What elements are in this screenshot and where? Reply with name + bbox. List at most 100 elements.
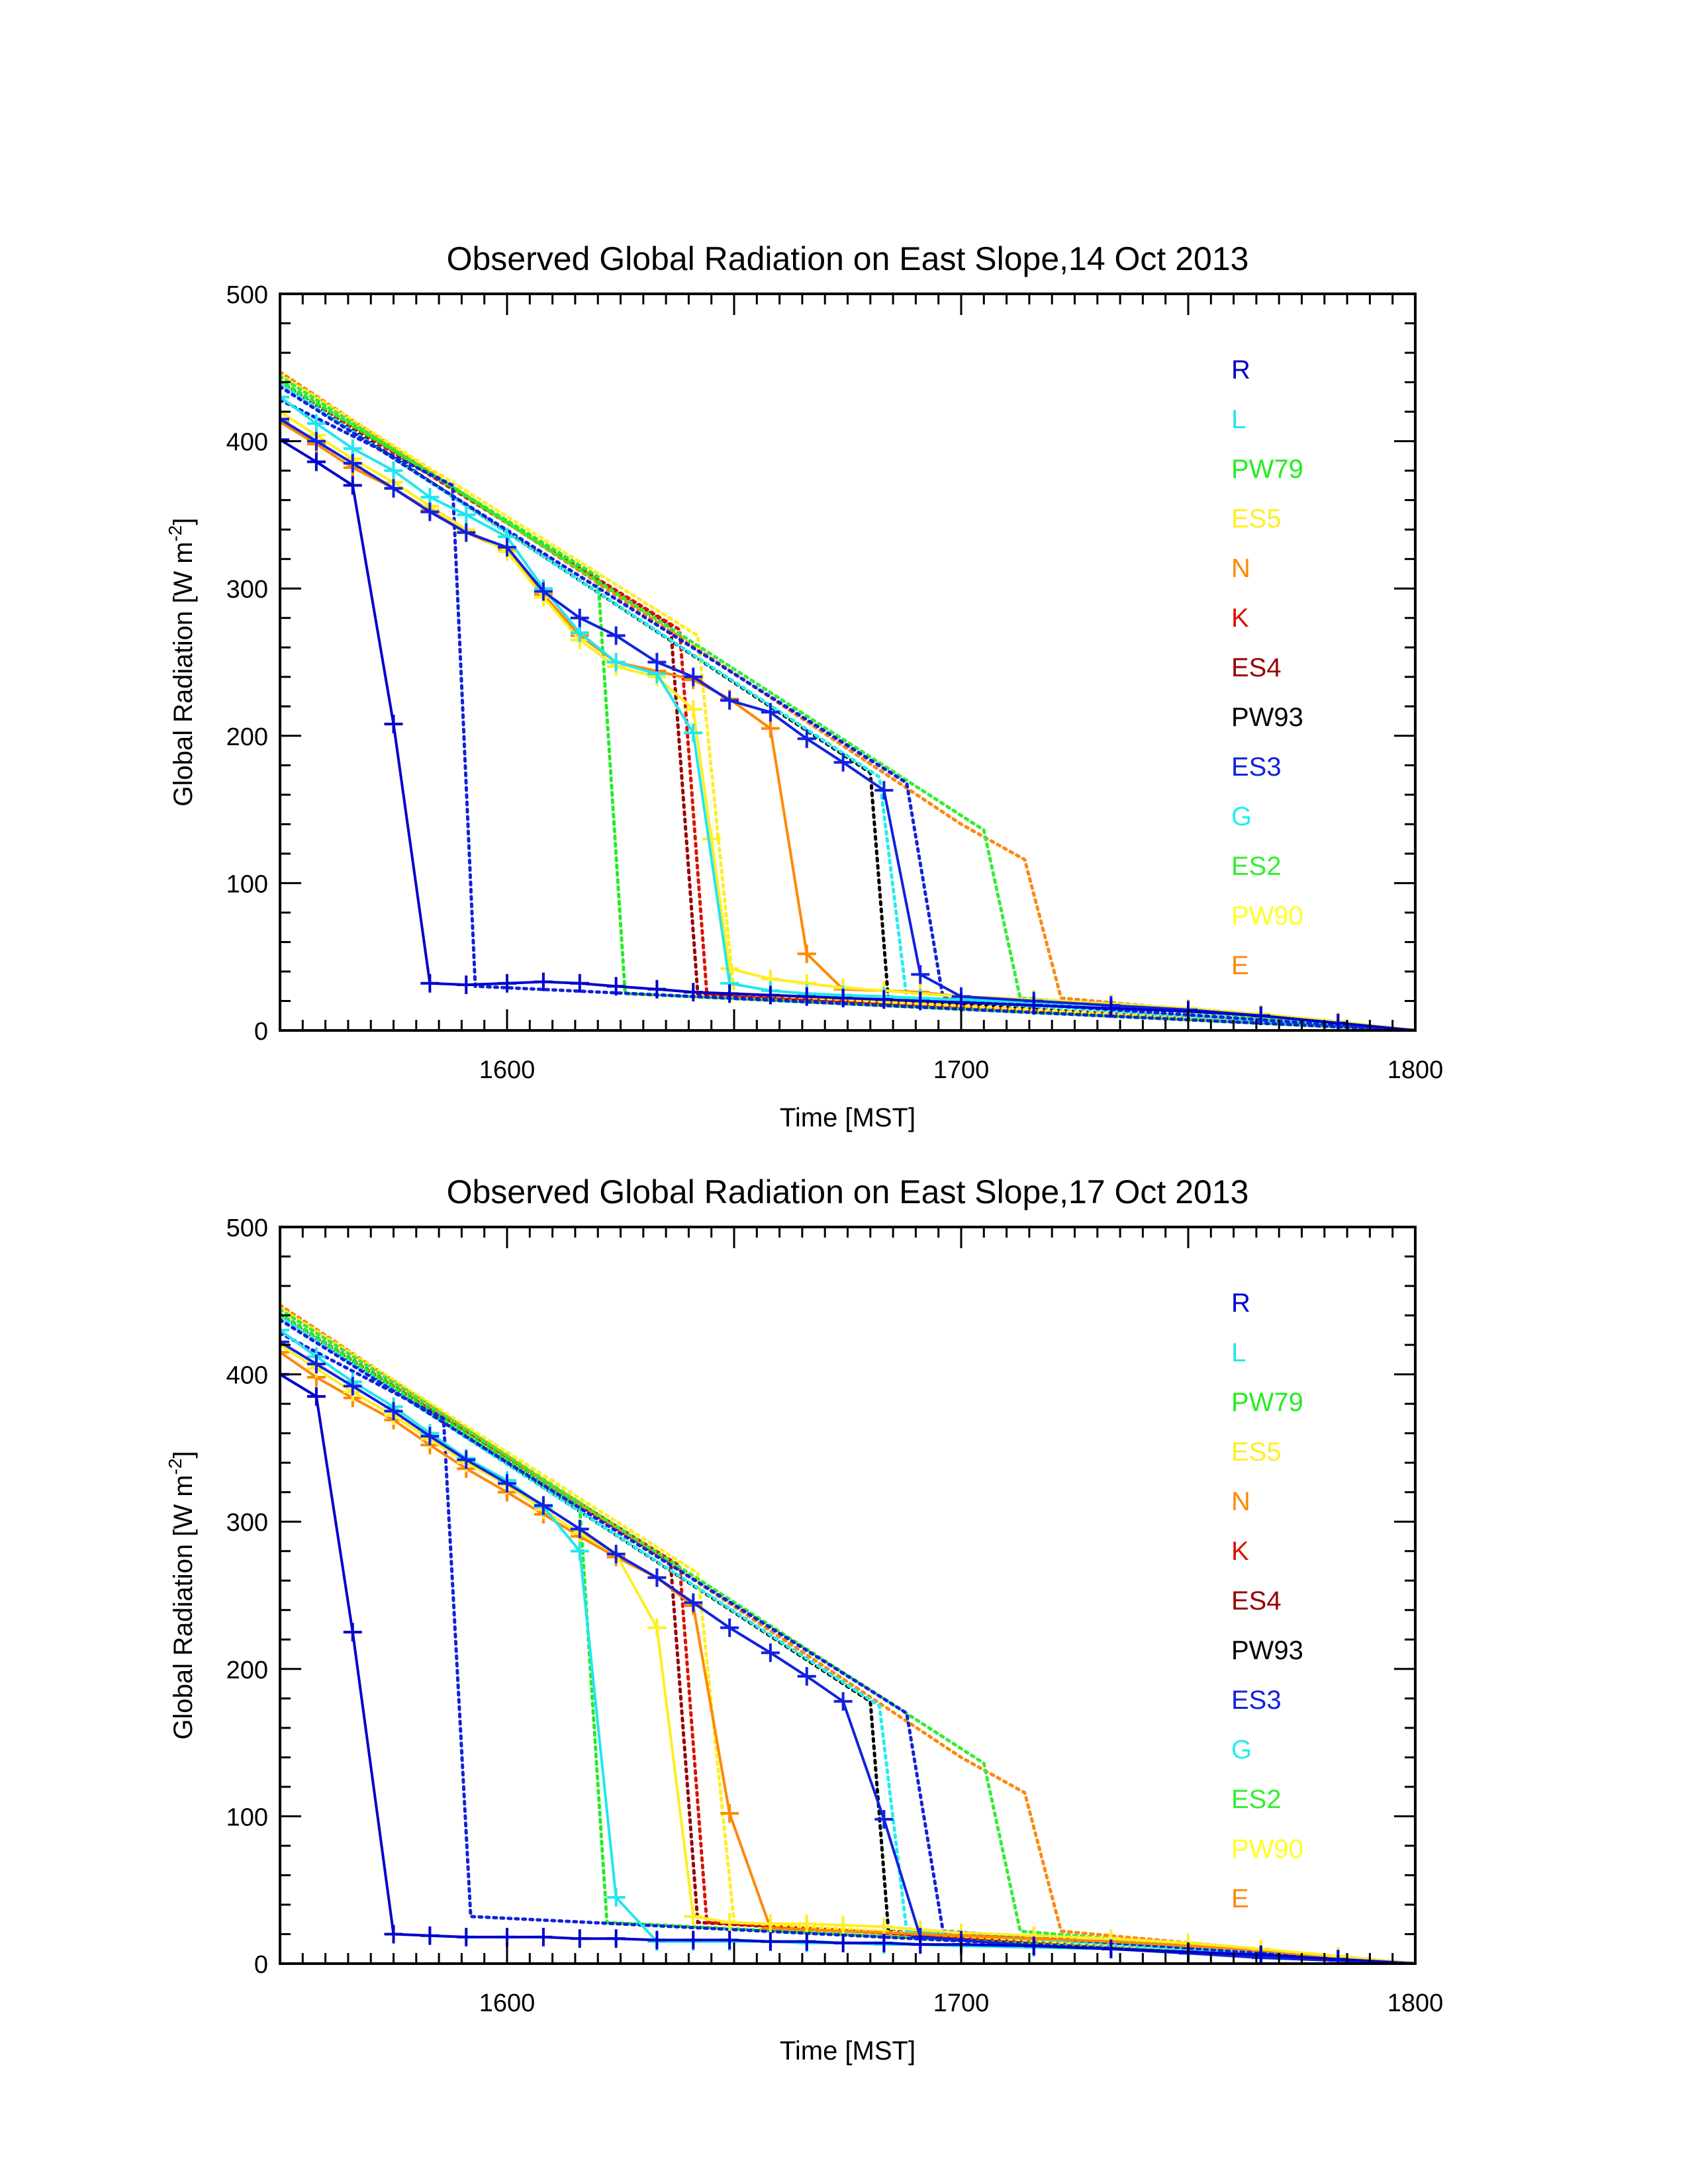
data-point-es3: [534, 1496, 553, 1515]
data-point-es3: [280, 1332, 289, 1351]
data-point-es5: [761, 1914, 780, 1933]
data-point-n: [761, 719, 780, 738]
data-point-es3: [534, 582, 553, 601]
data-point-r: [833, 1933, 853, 1952]
data-point-es3: [498, 537, 516, 557]
x-tick-label: 1700: [933, 1989, 990, 2017]
legend-entry-e: E: [1231, 951, 1249, 980]
data-point-r: [570, 974, 589, 993]
legend-entry-es2: ES2: [1231, 1785, 1282, 1814]
data-point-r: [420, 1926, 440, 1945]
legend-entry-n: N: [1231, 1487, 1250, 1516]
legend-entry-l: L: [1231, 1338, 1246, 1367]
data-point-r: [1024, 996, 1043, 1015]
data-point-es3: [343, 1377, 362, 1396]
y-axis-label-main: Global Radiation [W m: [169, 1475, 198, 1739]
y-tick-label: 0: [254, 1951, 268, 1979]
data-point-r: [420, 974, 440, 993]
data-point-es3: [457, 523, 476, 542]
legend-entry-g: G: [1231, 1735, 1252, 1764]
chart-17-oct: Observed Global Radiation on East Slope,…: [165, 1173, 1443, 2066]
data-point-r: [647, 979, 667, 999]
data-point-r: [306, 1387, 326, 1406]
series-line-es3-dotted: [280, 385, 1415, 1030]
data-point-l: [280, 1320, 289, 1340]
y-tick-label: 200: [226, 723, 268, 751]
data-point-es3: [606, 1545, 626, 1564]
data-point-es5: [647, 1618, 667, 1637]
data-point-l: [280, 387, 289, 406]
data-point-r: [570, 1929, 589, 1948]
data-point-r: [457, 975, 476, 994]
data-point-r: [1251, 1945, 1270, 1964]
data-point-es3: [761, 703, 780, 722]
data-point-es3: [420, 1427, 440, 1446]
data-point-es3: [384, 478, 403, 498]
data-point-r: [797, 987, 816, 1006]
data-point-r: [761, 1932, 780, 1951]
data-point-r: [952, 993, 970, 1012]
y-axis-label-end: ]: [169, 1451, 198, 1458]
legend-entry-es4: ES4: [1231, 1586, 1282, 1615]
legend-entry-es2: ES2: [1231, 852, 1282, 881]
data-point-es5: [797, 1914, 816, 1933]
legend-entry-g: G: [1231, 802, 1252, 831]
x-tick-label: 1800: [1387, 1989, 1444, 2017]
y-tick-label: 400: [226, 429, 268, 457]
data-point-n: [720, 1803, 739, 1823]
y-axis-label-sup: -2: [165, 525, 185, 542]
data-point-es3: [720, 1618, 739, 1637]
data-point-l: [606, 653, 626, 672]
data-point-es5: [720, 1913, 739, 1932]
data-point-r: [874, 990, 894, 1009]
x-axis-label: Time [MST]: [780, 2036, 915, 2066]
y-axis-label-end: ]: [169, 518, 198, 525]
data-point-r: [384, 714, 403, 733]
data-point-es3: [797, 1666, 816, 1686]
data-point-es3: [833, 752, 853, 772]
legend-entry-e: E: [1231, 1884, 1249, 1913]
data-point-es3: [498, 1474, 516, 1493]
data-point-n: [280, 1343, 289, 1362]
legend-entry-k: K: [1231, 1537, 1249, 1566]
legend-entry-k: K: [1231, 604, 1249, 633]
data-point-l: [570, 1541, 589, 1561]
data-point-es3: [457, 1450, 476, 1469]
data-point-es3: [606, 626, 626, 645]
data-point-l: [457, 505, 476, 524]
data-point-es3: [761, 1643, 780, 1662]
legend-entry-pw79: PW79: [1231, 1388, 1303, 1417]
x-tick-label: 1600: [479, 1056, 536, 1084]
data-point-es5: [684, 1907, 703, 1926]
series-line-es3-dotted: [280, 1318, 1415, 1964]
data-point-l: [306, 414, 326, 433]
data-point-es3: [420, 502, 440, 522]
data-point-es3: [874, 781, 894, 800]
legend-entry-pw90: PW90: [1231, 901, 1303, 931]
data-point-r: [684, 983, 703, 1002]
data-point-es3: [647, 1568, 667, 1587]
legend-entry-pw90: PW90: [1231, 1835, 1303, 1864]
y-tick-label: 0: [254, 1018, 268, 1046]
data-point-l: [384, 461, 403, 480]
y-tick-label: 300: [226, 1509, 268, 1537]
data-point-r: [1102, 999, 1121, 1018]
y-tick-label: 300: [226, 576, 268, 604]
data-point-es3: [280, 410, 289, 429]
legend-entry-pw93: PW93: [1231, 703, 1303, 732]
data-point-es5: [702, 829, 721, 848]
y-tick-label: 100: [226, 1803, 268, 1831]
series-line-es5-solid: [280, 410, 1415, 1030]
data-point-r: [343, 1623, 362, 1642]
y-axis-label-sup: -2: [165, 1459, 185, 1475]
data-point-r: [684, 1931, 703, 1950]
chart-title: Observed Global Radiation on East Slope,…: [447, 240, 1249, 277]
data-point-es5: [874, 1917, 894, 1936]
x-tick-label: 1700: [933, 1056, 990, 1084]
y-axis-label: Global Radiation [W m-2]: [165, 1451, 198, 1739]
data-point-es3: [570, 608, 589, 627]
legend-entry-es5: ES5: [1231, 504, 1282, 533]
data-point-r: [280, 430, 289, 449]
y-tick-label: 200: [226, 1657, 268, 1684]
